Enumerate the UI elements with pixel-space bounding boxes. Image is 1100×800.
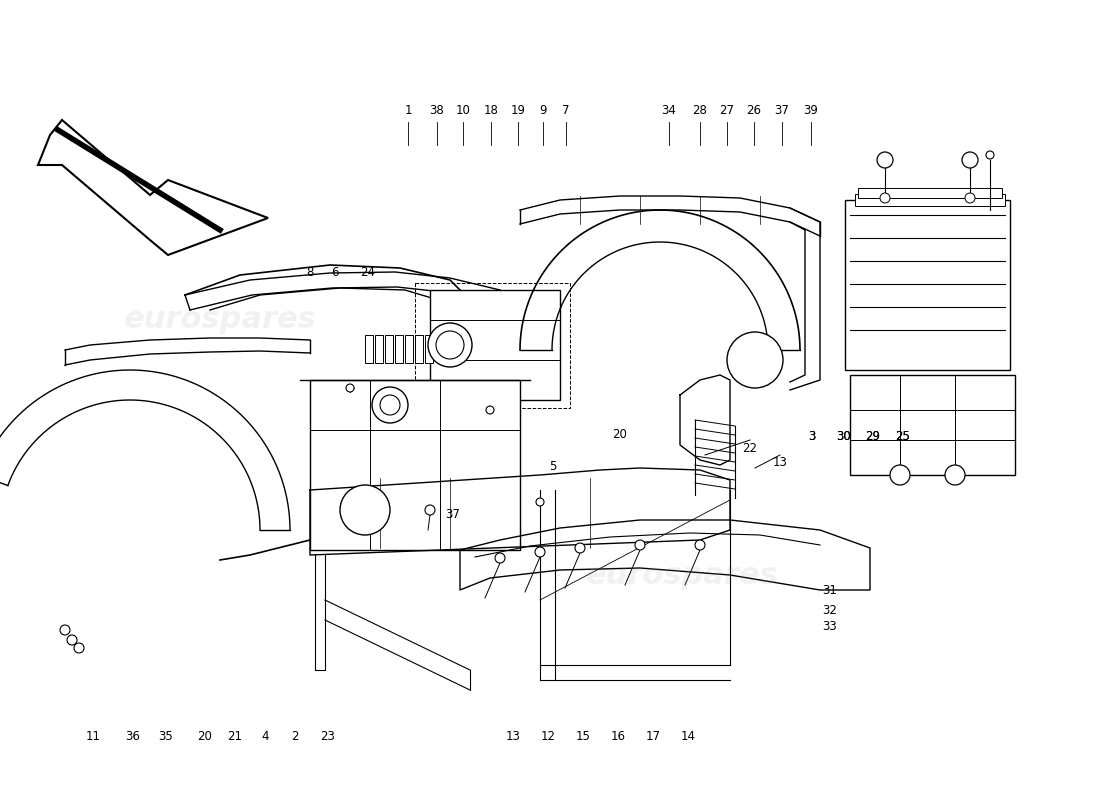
Text: 8: 8 — [306, 266, 313, 278]
Bar — [365, 335, 373, 363]
Circle shape — [536, 498, 544, 506]
Circle shape — [372, 387, 408, 423]
Bar — [425, 335, 433, 363]
Circle shape — [74, 643, 84, 653]
Text: 21: 21 — [228, 730, 242, 742]
Text: 38: 38 — [430, 103, 444, 117]
Text: 4: 4 — [262, 730, 268, 742]
Text: 20: 20 — [613, 429, 627, 442]
Text: 25: 25 — [895, 430, 911, 443]
Circle shape — [486, 406, 494, 414]
Text: 1: 1 — [405, 103, 411, 117]
Circle shape — [986, 151, 994, 159]
Circle shape — [60, 625, 70, 635]
Text: 3: 3 — [808, 430, 816, 443]
Text: 11: 11 — [86, 730, 100, 742]
Text: eurospares: eurospares — [123, 306, 317, 334]
Text: 39: 39 — [804, 103, 818, 117]
Circle shape — [962, 152, 978, 168]
Text: 35: 35 — [158, 730, 174, 742]
Circle shape — [880, 193, 890, 203]
Circle shape — [535, 547, 544, 557]
Text: 29: 29 — [866, 430, 880, 443]
Text: 17: 17 — [646, 730, 660, 742]
Bar — [415, 283, 570, 408]
Bar — [395, 335, 403, 363]
Text: 2: 2 — [292, 730, 299, 742]
Text: 6: 6 — [331, 266, 339, 278]
Bar — [415, 335, 424, 363]
Bar — [845, 200, 1010, 370]
Text: 14: 14 — [681, 730, 695, 742]
Circle shape — [635, 540, 645, 550]
Text: 20: 20 — [198, 730, 212, 742]
Text: 30: 30 — [837, 430, 851, 443]
Text: 16: 16 — [610, 730, 626, 742]
Text: 25: 25 — [895, 430, 911, 443]
Circle shape — [346, 384, 354, 392]
Text: eurospares: eurospares — [585, 562, 779, 590]
Circle shape — [428, 323, 472, 367]
Circle shape — [340, 485, 390, 535]
Text: 3: 3 — [808, 430, 816, 443]
Text: 19: 19 — [510, 103, 526, 117]
Text: 26: 26 — [747, 103, 761, 117]
Text: 18: 18 — [484, 103, 498, 117]
Text: 15: 15 — [575, 730, 591, 742]
Text: 30: 30 — [837, 430, 851, 443]
Text: 29: 29 — [866, 430, 880, 443]
Bar — [855, 194, 1005, 206]
Bar — [430, 290, 560, 400]
Text: 10: 10 — [455, 103, 471, 117]
Text: 32: 32 — [823, 603, 837, 617]
Bar — [375, 335, 383, 363]
Circle shape — [425, 505, 435, 515]
Text: 9: 9 — [539, 103, 547, 117]
Text: 33: 33 — [823, 621, 837, 634]
Circle shape — [575, 543, 585, 553]
Text: 13: 13 — [772, 455, 788, 469]
Bar — [858, 188, 1002, 198]
Bar — [405, 335, 412, 363]
Circle shape — [945, 465, 965, 485]
Circle shape — [877, 152, 893, 168]
Circle shape — [495, 553, 505, 563]
Text: 37: 37 — [774, 103, 790, 117]
Text: 5: 5 — [549, 459, 557, 473]
Text: 24: 24 — [361, 266, 375, 278]
Circle shape — [379, 395, 400, 415]
Bar — [850, 375, 1015, 475]
Text: 36: 36 — [125, 730, 141, 742]
Circle shape — [695, 540, 705, 550]
Circle shape — [727, 332, 783, 388]
Text: 37: 37 — [446, 507, 461, 521]
Text: 23: 23 — [320, 730, 336, 742]
Circle shape — [965, 193, 975, 203]
Text: 28: 28 — [693, 103, 707, 117]
Polygon shape — [39, 120, 268, 255]
Text: 13: 13 — [506, 730, 520, 742]
Bar — [310, 380, 520, 550]
Text: 27: 27 — [719, 103, 735, 117]
Circle shape — [67, 635, 77, 645]
Circle shape — [436, 331, 464, 359]
Text: 22: 22 — [742, 442, 758, 454]
Text: 12: 12 — [540, 730, 556, 742]
Bar — [385, 335, 393, 363]
Circle shape — [890, 465, 910, 485]
Text: 31: 31 — [823, 583, 837, 597]
Text: 7: 7 — [562, 103, 570, 117]
Text: 34: 34 — [661, 103, 676, 117]
